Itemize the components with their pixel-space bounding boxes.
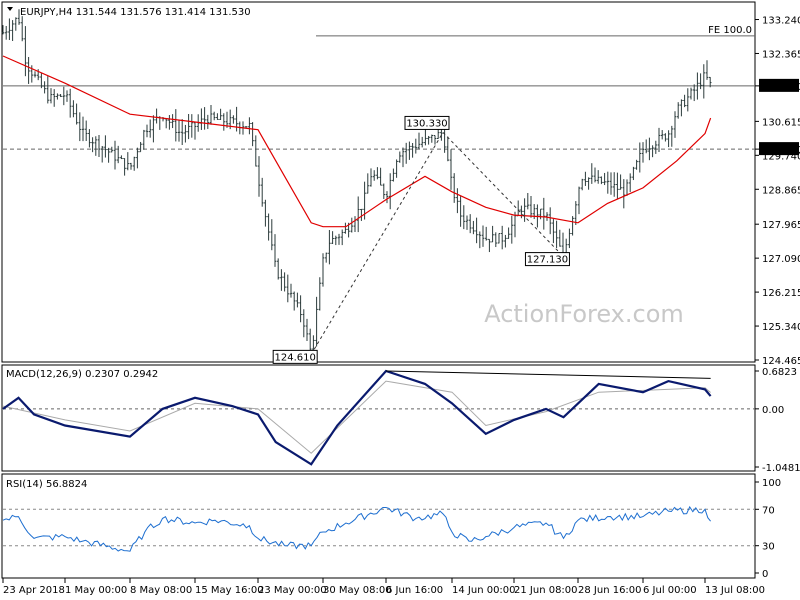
price-marker-box — [759, 142, 799, 156]
price-y-tick-label: 133.240 — [762, 16, 800, 27]
generated-marks: 133.240 132.365 131.530 130.615 129.900129.7… — [1, 9, 800, 596]
rsi-y-tick-label: 30 — [762, 542, 775, 553]
price-panel: ActionForex.com EURJPY,H4 131.544 131.57… — [1, 1, 756, 363]
price-marker-box — [759, 78, 799, 92]
x-tick-label: 21 Jun 08:00 — [514, 585, 578, 596]
swing-annotation-box — [524, 252, 570, 267]
dropdown-arrow-icon[interactable] — [7, 7, 13, 11]
swing-line — [442, 132, 564, 257]
price-y-tick-label: 129.900 — [762, 145, 800, 156]
price-y-tick-label: 130.615 — [762, 117, 800, 128]
price-y-tick-label: 124.465 — [762, 356, 800, 367]
price-y-tick-label: 125.340 — [762, 322, 800, 333]
fib-extension-label: FE 100.0 — [708, 25, 752, 36]
x-tick-label: 8 May 08:00 — [130, 585, 192, 596]
price-y-tick-label: 132.365 — [762, 49, 800, 60]
rsi-y-tick-label: 70 — [762, 505, 775, 516]
macd-y-tick-label: -1.0481 — [762, 463, 800, 474]
swing-annotation-label: 127.130 — [527, 255, 568, 266]
macd-y-tick-label: 0.00 — [762, 405, 784, 416]
macd-panel: MACD(12,26,9) 0.2307 0.2942 — [1, 364, 756, 472]
swing-annotation-label: 130.330 — [406, 118, 447, 129]
macd-title: MACD(12,26,9) 0.2307 0.2942 — [6, 369, 158, 380]
price-panel-frame — [1, 1, 756, 363]
moving-average-line — [2, 55, 712, 228]
price-y-tick-label: 128.865 — [762, 185, 800, 196]
price-y-tick-label: 129.740 — [762, 151, 800, 162]
macd-line — [2, 369, 712, 466]
x-tick-label: 1 May 00:00 — [65, 585, 127, 596]
x-tick-label: 6 Jun 16:00 — [386, 585, 443, 596]
swing-line — [310, 132, 444, 355]
x-tick-label: 6 Jul 00:00 — [643, 585, 697, 596]
price-y-tick-label: 131.530 — [762, 82, 800, 93]
price-y-tick-label: 126.215 — [762, 288, 800, 299]
macd-y-tick-label: 0.6823 — [762, 367, 797, 378]
macd-signal-line — [2, 380, 711, 454]
macd-trend-line — [385, 370, 711, 379]
rsi-y-tick-label: 0 — [762, 569, 768, 580]
price-y-tick-label: 127.090 — [762, 254, 800, 265]
x-tick-label: 28 Jun 16:00 — [578, 585, 642, 596]
x-tick-label: 13 Jul 08:00 — [705, 585, 765, 596]
x-tick-label: 15 May 16:00 — [195, 585, 264, 596]
swing-annotation-label: 124.610 — [275, 352, 316, 363]
macd-panel-frame — [1, 364, 756, 472]
x-tick-label: 14 Jun 00:00 — [452, 585, 516, 596]
swing-annotation-box — [272, 349, 318, 364]
rsi-line — [2, 505, 711, 552]
rsi-panel: RSI(14) 56.8824 — [1, 473, 756, 579]
rsi-panel-frame — [1, 473, 756, 579]
rsi-title: RSI(14) 56.8824 — [6, 479, 87, 490]
rsi-y-tick-label: 100 — [762, 478, 781, 489]
x-tick-label: 30 May 08:00 — [323, 585, 392, 596]
price-header: EURJPY,H4 131.544 131.576 131.414 131.53… — [20, 7, 251, 18]
price-y-tick-label: 127.965 — [762, 220, 800, 231]
x-tick-label: 23 Apr 2018 — [3, 585, 65, 596]
swing-annotation-box — [404, 115, 450, 130]
watermark: ActionForex.com — [484, 300, 684, 328]
x-tick-label: 23 May 00:00 — [258, 585, 327, 596]
